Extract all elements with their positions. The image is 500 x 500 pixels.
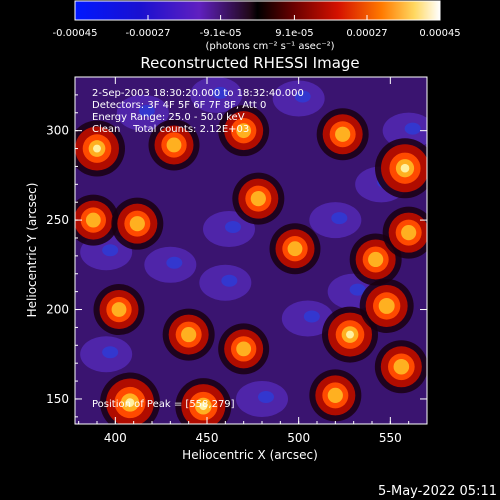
colorbar-tick-label: 0.00027	[346, 28, 387, 39]
cool-core	[102, 346, 119, 359]
hotspot-core	[401, 225, 417, 241]
hotspot-core	[85, 212, 101, 228]
axis-ticks: 400 450 500 550 150 200 250 300	[46, 76, 428, 445]
hotspot-core	[236, 341, 252, 357]
annotation-energy-range: Energy Range: 25.0 - 50.0 keV	[92, 112, 245, 123]
annotation-time-range: 2-Sep-2003 18:30:20.000 to 18:32:40.000	[92, 88, 304, 99]
cool-core	[258, 390, 274, 403]
cool-core	[349, 283, 366, 296]
cool-core	[404, 122, 421, 135]
colorbar-ticks: -0.00045 -0.00027 -9.1e-05 9.1e-05 0.00027 0.…	[53, 15, 461, 39]
cool-core	[303, 310, 320, 323]
cool-patch	[382, 112, 427, 149]
hotspot-peak	[93, 144, 101, 153]
hotspot-core	[335, 126, 351, 142]
hotspot-core	[287, 241, 303, 257]
footer-date: 5-May-2022 05:11	[378, 484, 497, 499]
x-axis-label: Heliocentric X (arcsec)	[182, 448, 318, 462]
cool-core	[225, 221, 241, 234]
colorbar-tick-label: -0.00027	[126, 28, 171, 39]
y-tick-label: 300	[46, 124, 69, 138]
x-tick-label: 450	[196, 431, 219, 445]
annotation-detectors: Detectors: 3F 4F 5F 6F 7F 8F, Att 0	[92, 100, 266, 111]
annotation-peak-position: Position of Peak = [558,279]	[92, 399, 235, 410]
hotspot-core	[236, 123, 252, 139]
plot-image	[75, 77, 427, 424]
hotspot-core	[378, 297, 395, 314]
hotspot-peak	[199, 402, 208, 411]
hotspot-core	[129, 216, 145, 232]
y-axis-label: Heliocentric Y (arcsec)	[25, 183, 39, 318]
x-tick-label: 400	[104, 431, 127, 445]
colorbar-tick-label: 0.00045	[419, 28, 460, 39]
x-tick-label: 550	[379, 431, 402, 445]
hotspot-layer	[75, 77, 427, 424]
colorbar-units-label: (photons cm⁻² s⁻¹ asec⁻²)	[205, 41, 334, 52]
plot-frame	[74, 76, 428, 425]
colorbar-tick-label: 9.1e-05	[275, 28, 313, 39]
hotspot-core	[250, 191, 266, 207]
hotspot-core	[181, 326, 197, 343]
hotspot-core	[166, 137, 182, 153]
hotspot-core	[393, 358, 410, 375]
annotation-method-counts: Clean Total counts: 2.12E+03	[92, 124, 249, 135]
hotspot-peak	[400, 163, 410, 173]
colorbar-frame	[74, 0, 441, 21]
cool-core	[166, 256, 183, 269]
chart-title: Reconstructed RHESSI Image	[140, 54, 359, 72]
colorbar	[75, 1, 440, 20]
y-tick-label: 250	[46, 213, 69, 227]
cool-core	[212, 86, 229, 99]
cool-core	[221, 274, 238, 287]
cool-core	[138, 104, 155, 117]
y-tick-label: 200	[46, 303, 69, 317]
x-tick-label: 500	[287, 431, 310, 445]
cool-core	[102, 244, 119, 257]
colorbar-tick-label: -0.00045	[53, 28, 98, 39]
cool-core	[294, 90, 311, 103]
hotspot-core	[368, 251, 384, 268]
y-tick-label: 150	[46, 392, 69, 406]
hotspot-peak	[125, 398, 135, 407]
hotspot-core	[111, 302, 127, 317]
cool-core	[331, 212, 348, 225]
colorbar-tick-label: -9.1e-05	[200, 28, 242, 39]
hotspot-peak	[346, 330, 354, 339]
hotspot-core	[327, 387, 343, 403]
